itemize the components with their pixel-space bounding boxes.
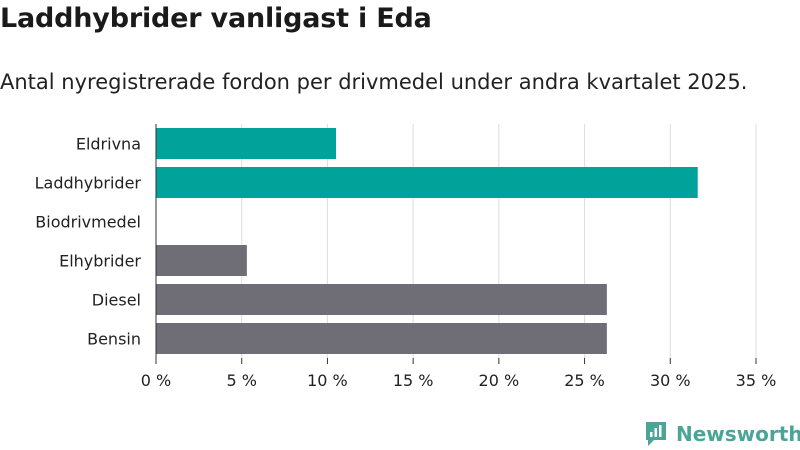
x-axis-ticks: 0 % 5 % 10 % 15 % 20 % 25 % 30 % 35 % — [141, 358, 777, 390]
grid-layer — [241, 124, 757, 358]
newsworthy-logo-icon — [646, 422, 666, 446]
category-label: Biodrivmedel — [35, 213, 141, 232]
x-tick-label: 30 % — [650, 371, 691, 390]
bar-laddhybrider — [156, 167, 698, 198]
x-tick-label: 20 % — [479, 371, 520, 390]
bar-bensin — [156, 323, 607, 354]
chart-subtitle: Antal nyregistrerade fordon per drivmede… — [0, 70, 748, 94]
x-tick-label: 15 % — [393, 371, 434, 390]
chart-title: Laddhybrider vanligast i Eda — [0, 3, 432, 34]
x-tick-label: 10 % — [307, 371, 348, 390]
bar-elhybrider — [156, 245, 247, 276]
x-tick-label: 0 % — [141, 371, 171, 390]
brand-logo: Newsworthy — [644, 419, 800, 449]
category-label: Bensin — [87, 330, 141, 349]
x-tick-label: 35 % — [736, 371, 777, 390]
category-label: Diesel — [92, 291, 141, 310]
category-label: Laddhybrider — [35, 174, 142, 193]
bar-eldrivna — [156, 128, 336, 159]
x-tick-label: 5 % — [226, 371, 256, 390]
category-label: Elhybrider — [59, 252, 141, 271]
bar-layer — [155, 124, 698, 358]
brand-name: Newsworthy — [676, 422, 800, 446]
category-labels: Eldrivna Laddhybrider Biodrivmedel Elhybrid… — [35, 135, 142, 349]
x-tick-label: 25 % — [564, 371, 605, 390]
category-label: Eldrivna — [76, 135, 141, 154]
bar-diesel — [156, 284, 607, 315]
